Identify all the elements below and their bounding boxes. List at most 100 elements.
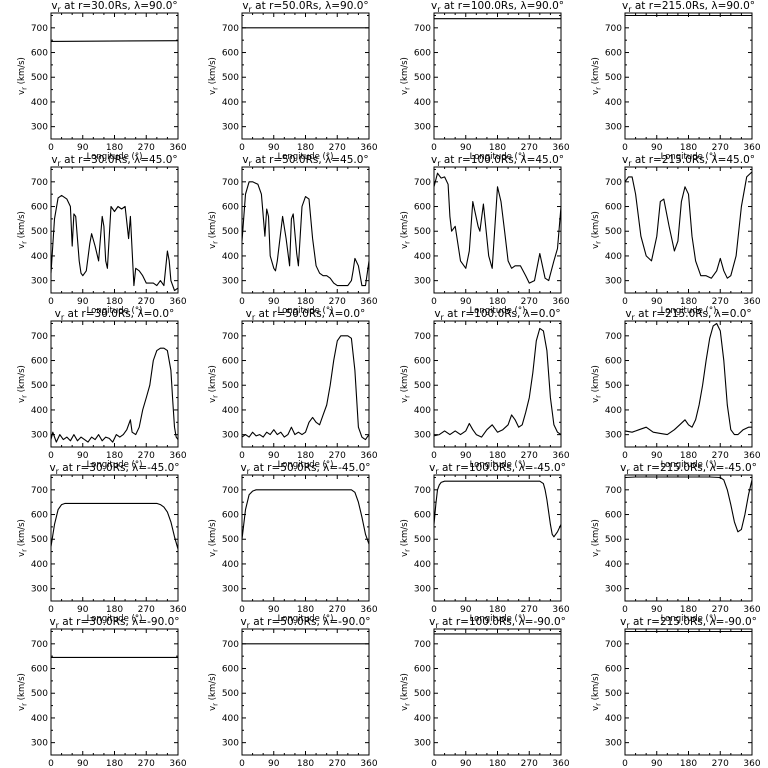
x-tick-label: 360 (743, 605, 760, 615)
chart-panel-r0-c2: vr at r=100.0Rs, λ=90.0° 0 90 180 270 360 300 4… (400, 0, 570, 162)
y-tick-label: 400 (222, 714, 239, 724)
y-tick-label: 400 (31, 252, 48, 262)
series-line-0 (624, 171, 753, 279)
x-tick-label: 270 (329, 297, 346, 307)
x-tick-label: 0 (622, 759, 628, 768)
series-line-0 (241, 489, 370, 545)
plot-frame (50, 320, 179, 448)
x-axis-label: Longitude (°) (87, 152, 143, 162)
chart-panel-r1-c3: vr at r=215.0Rs, λ=45.0° 0 90 180 270 360 300 4… (591, 154, 761, 316)
x-tick-label: 90 (77, 143, 89, 153)
chart-title: vr at r=215.0Rs, λ=90.0° (622, 0, 755, 14)
chart-title: vr at r=30.0Rs, λ=90.0° (51, 0, 177, 14)
x-tick-label: 360 (360, 143, 377, 153)
chart-panel-r4-c1: vr at r=50.0Rs, λ=-90.0° 0 90 180 270 360 300 4… (208, 616, 378, 768)
y-tick-label: 400 (222, 406, 239, 416)
chart-title: vr at r=215.0Rs, λ=-45.0° (620, 462, 757, 476)
y-tick-label: 300 (222, 431, 239, 441)
y-tick-label: 500 (222, 227, 239, 237)
x-tick-label: 360 (169, 297, 186, 307)
x-tick-label: 180 (489, 143, 506, 153)
y-tick-label: 600 (605, 665, 622, 675)
y-axis-label: vr (km/s) (591, 673, 603, 711)
x-tick-label: 90 (651, 297, 663, 307)
y-tick-label: 700 (414, 332, 431, 342)
y-tick-label: 600 (605, 49, 622, 59)
y-tick-label: 300 (605, 739, 622, 749)
y-tick-label: 400 (414, 406, 431, 416)
series-line-0 (241, 335, 370, 441)
x-axis-label: Longitude (°) (278, 152, 334, 162)
y-tick-label: 600 (31, 203, 48, 213)
x-tick-label: 0 (622, 143, 628, 153)
x-tick-label: 270 (329, 451, 346, 461)
x-tick-label: 360 (552, 143, 569, 153)
y-tick-label: 500 (605, 689, 622, 699)
x-tick-label: 0 (431, 451, 437, 461)
x-tick-label: 180 (106, 143, 123, 153)
y-axis-label: vr (km/s) (400, 211, 412, 249)
x-tick-label: 270 (138, 759, 155, 768)
y-tick-label: 700 (222, 640, 239, 650)
x-axis-label: Longitude (°) (278, 306, 334, 316)
y-tick-label: 600 (31, 49, 48, 59)
x-tick-label: 180 (106, 451, 123, 461)
y-tick-label: 700 (605, 178, 622, 188)
y-tick-label: 300 (605, 585, 622, 595)
y-tick-label: 600 (222, 203, 239, 213)
x-tick-label: 90 (460, 759, 472, 768)
x-tick-label: 360 (552, 451, 569, 461)
x-tick-label: 360 (743, 759, 760, 768)
y-axis-label: vr (km/s) (400, 673, 412, 711)
y-tick-label: 300 (605, 431, 622, 441)
chart-panel-r4-c2: vr at r=100.0Rs, λ=-90.0° 0 90 180 270 360 300… (400, 616, 570, 768)
x-tick-label: 0 (48, 143, 54, 153)
x-tick-label: 270 (521, 297, 538, 307)
y-axis-label: vr (km/s) (208, 519, 220, 557)
y-tick-label: 600 (31, 357, 48, 367)
y-tick-label: 400 (31, 560, 48, 570)
y-tick-label: 400 (605, 252, 622, 262)
y-axis-label: vr (km/s) (208, 673, 220, 711)
y-tick-label: 600 (414, 665, 431, 675)
y-tick-label: 700 (222, 178, 239, 188)
x-tick-label: 90 (268, 297, 280, 307)
y-tick-label: 600 (31, 511, 48, 521)
y-tick-label: 700 (31, 486, 48, 496)
plot-frame (241, 320, 370, 448)
x-tick-label: 270 (521, 759, 538, 768)
x-tick-label: 0 (48, 451, 54, 461)
x-tick-label: 0 (622, 451, 628, 461)
y-tick-label: 700 (31, 178, 48, 188)
x-tick-label: 270 (138, 451, 155, 461)
y-tick-label: 600 (605, 203, 622, 213)
chart-title: vr at r=100.0Rs, λ=45.0° (431, 154, 564, 168)
y-axis-label: vr (km/s) (400, 365, 412, 403)
x-tick-label: 180 (680, 605, 697, 615)
y-tick-label: 700 (414, 640, 431, 650)
y-tick-label: 400 (605, 714, 622, 724)
chart-title: vr at r=30.0Rs, λ=0.0° (55, 308, 175, 322)
x-tick-label: 270 (712, 297, 729, 307)
y-tick-label: 300 (31, 739, 48, 749)
chart-title: vr at r=50.0Rs, λ=-90.0° (240, 616, 370, 630)
y-tick-label: 300 (222, 277, 239, 287)
chart-panel-r2-c2: vr at r=100.0Rs, λ=0.0° 0 90 180 270 360 300 40… (400, 308, 570, 470)
y-tick-label: 400 (605, 560, 622, 570)
x-tick-label: 360 (552, 605, 569, 615)
plot-frame (241, 474, 370, 602)
y-axis-label: vr (km/s) (591, 519, 603, 557)
x-axis-label: Longitude (°) (87, 614, 143, 624)
y-tick-label: 300 (31, 431, 48, 441)
chart-title: vr at r=100.0Rs, λ=90.0° (431, 0, 564, 14)
x-tick-label: 180 (680, 297, 697, 307)
x-tick-label: 180 (489, 297, 506, 307)
x-tick-label: 180 (106, 759, 123, 768)
x-tick-label: 0 (431, 297, 437, 307)
y-tick-label: 500 (31, 689, 48, 699)
x-tick-label: 270 (329, 143, 346, 153)
x-tick-label: 270 (521, 605, 538, 615)
chart-panel-r2-c3: vr at r=215.0Rs, λ=0.0° 0 90 180 270 360 300 40… (591, 308, 761, 470)
y-tick-label: 600 (414, 511, 431, 521)
y-axis-label: vr (km/s) (17, 365, 29, 403)
